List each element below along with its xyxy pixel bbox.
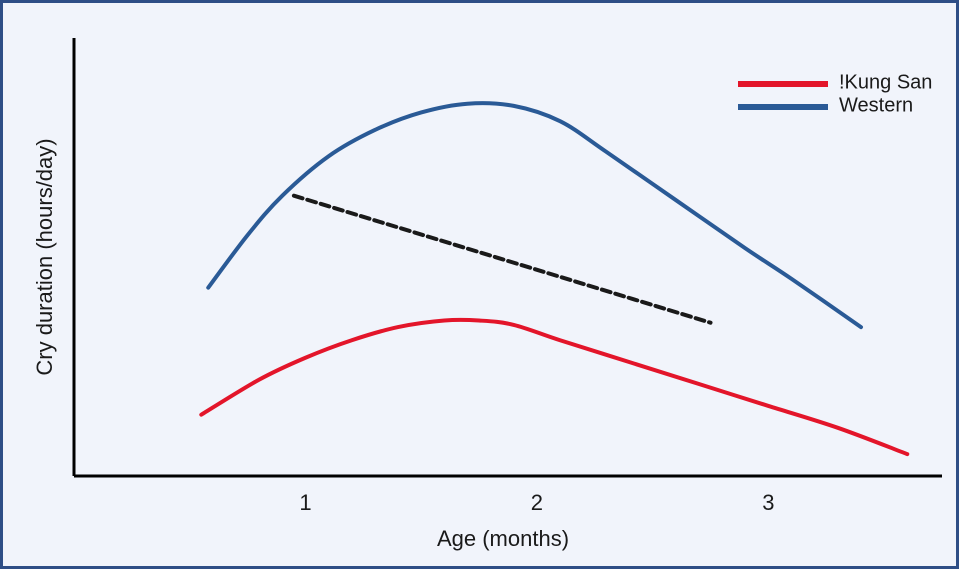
axes	[72, 38, 942, 478]
x-axis-title: Age (months)	[437, 526, 569, 551]
x-tick-label-3: 3	[762, 490, 774, 515]
x-tick-label-1: 1	[299, 490, 311, 515]
x-tick-label-2: 2	[531, 490, 543, 515]
series-line-kung-san	[199, 317, 910, 457]
series-layer	[199, 101, 910, 457]
legend-label-western: Western	[839, 94, 913, 116]
x-tick-labels: 1 2 3	[299, 490, 774, 515]
y-axis-title: Cry duration (hours/day)	[32, 138, 57, 375]
series-line-western	[206, 101, 863, 330]
legend-label-kung-san: !Kung San	[839, 71, 932, 93]
dashed-line-trend	[291, 193, 713, 325]
